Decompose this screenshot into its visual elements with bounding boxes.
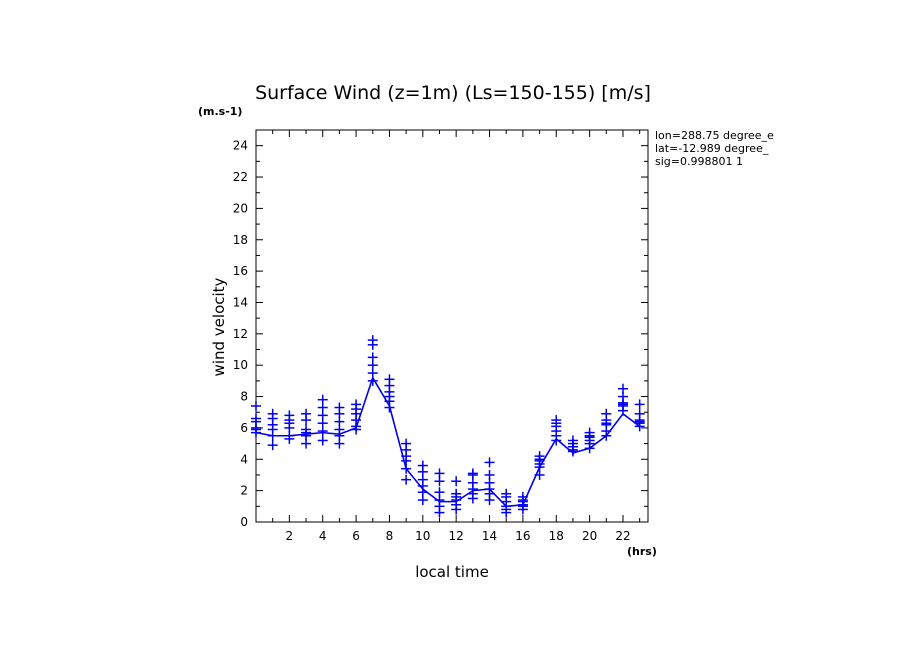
data-point-marker bbox=[367, 335, 378, 346]
x-tick-label: 10 bbox=[415, 529, 430, 543]
x-tick-label: 20 bbox=[582, 529, 597, 543]
x-tick-label: 6 bbox=[352, 529, 360, 543]
x-unit-label: (hrs) bbox=[627, 545, 657, 558]
x-axis-label: local time bbox=[415, 563, 489, 581]
x-tick-label: 4 bbox=[319, 529, 327, 543]
y-tick-label: 24 bbox=[233, 139, 248, 153]
data-point-marker bbox=[251, 424, 261, 435]
x-tick-label: 18 bbox=[549, 529, 564, 543]
data-point-marker bbox=[634, 399, 645, 410]
y-tick-label: 6 bbox=[240, 421, 248, 435]
data-point-marker bbox=[551, 418, 562, 429]
data-layer bbox=[251, 335, 645, 518]
x-tick-label: 22 bbox=[615, 529, 630, 543]
data-point-marker bbox=[334, 402, 345, 413]
data-point-marker bbox=[534, 455, 545, 466]
data-point-marker bbox=[434, 468, 445, 479]
data-point-marker bbox=[351, 399, 362, 410]
x-tick-label: 14 bbox=[482, 529, 497, 543]
series-line bbox=[255, 375, 641, 508]
data-point-marker bbox=[634, 416, 645, 427]
data-point-marker bbox=[401, 438, 412, 449]
data-point-marker bbox=[467, 468, 478, 479]
y-tick-label: 16 bbox=[233, 264, 248, 278]
x-tick-label: 2 bbox=[286, 529, 294, 543]
y-tick-label: 2 bbox=[240, 484, 248, 498]
data-point-marker bbox=[417, 460, 428, 471]
data-point-marker bbox=[317, 394, 328, 405]
data-point-marker bbox=[617, 383, 628, 394]
y-tick-label: 10 bbox=[233, 358, 248, 372]
y-tick-label: 14 bbox=[233, 295, 248, 309]
data-point-marker bbox=[484, 457, 495, 468]
data-point-marker bbox=[384, 374, 395, 385]
data-point-marker bbox=[584, 432, 595, 443]
data-point-marker bbox=[601, 418, 612, 429]
x-tick-label: 8 bbox=[386, 529, 394, 543]
data-point-marker bbox=[451, 476, 462, 487]
y-tick-label: 20 bbox=[233, 201, 248, 215]
x-tick-label: 16 bbox=[515, 529, 530, 543]
x-tick-label: 12 bbox=[449, 529, 464, 543]
data-point-marker bbox=[434, 487, 445, 498]
y-unit-label: (m.s-1) bbox=[198, 105, 242, 118]
info-lat: lat=-12.989 degree_ bbox=[655, 142, 769, 155]
data-point-marker bbox=[617, 400, 628, 411]
chart-title: Surface Wind (z=1m) (Ls=150-155) [m/s] bbox=[255, 82, 651, 104]
data-point-marker bbox=[401, 474, 412, 485]
data-point-marker bbox=[517, 491, 528, 502]
y-tick-label: 18 bbox=[233, 233, 248, 247]
data-point-marker bbox=[267, 408, 278, 419]
data-point-marker bbox=[301, 424, 312, 435]
info-lon: lon=288.75 degree_e bbox=[655, 129, 774, 142]
data-point-marker bbox=[484, 469, 495, 480]
y-axis-label: wind velocity bbox=[210, 277, 228, 376]
y-tick-label: 0 bbox=[240, 515, 248, 529]
info-sig: sig=0.998801 1 bbox=[655, 155, 743, 168]
y-tick-label: 12 bbox=[233, 327, 248, 341]
y-tick-label: 22 bbox=[233, 170, 248, 184]
data-point-marker bbox=[267, 440, 278, 451]
data-point-marker bbox=[367, 352, 378, 363]
y-tick-label: 8 bbox=[240, 390, 248, 404]
data-point-marker bbox=[317, 435, 328, 446]
data-point-marker bbox=[251, 413, 261, 424]
data-point-marker bbox=[301, 408, 312, 419]
data-point-marker bbox=[251, 400, 261, 411]
y-tick-label: 4 bbox=[240, 452, 248, 466]
data-point-marker bbox=[284, 410, 295, 421]
data-point-marker bbox=[601, 408, 612, 419]
data-point-marker bbox=[501, 488, 512, 499]
data-point-marker bbox=[451, 488, 462, 499]
plot-frame bbox=[255, 129, 649, 523]
data-point-marker bbox=[567, 441, 578, 452]
